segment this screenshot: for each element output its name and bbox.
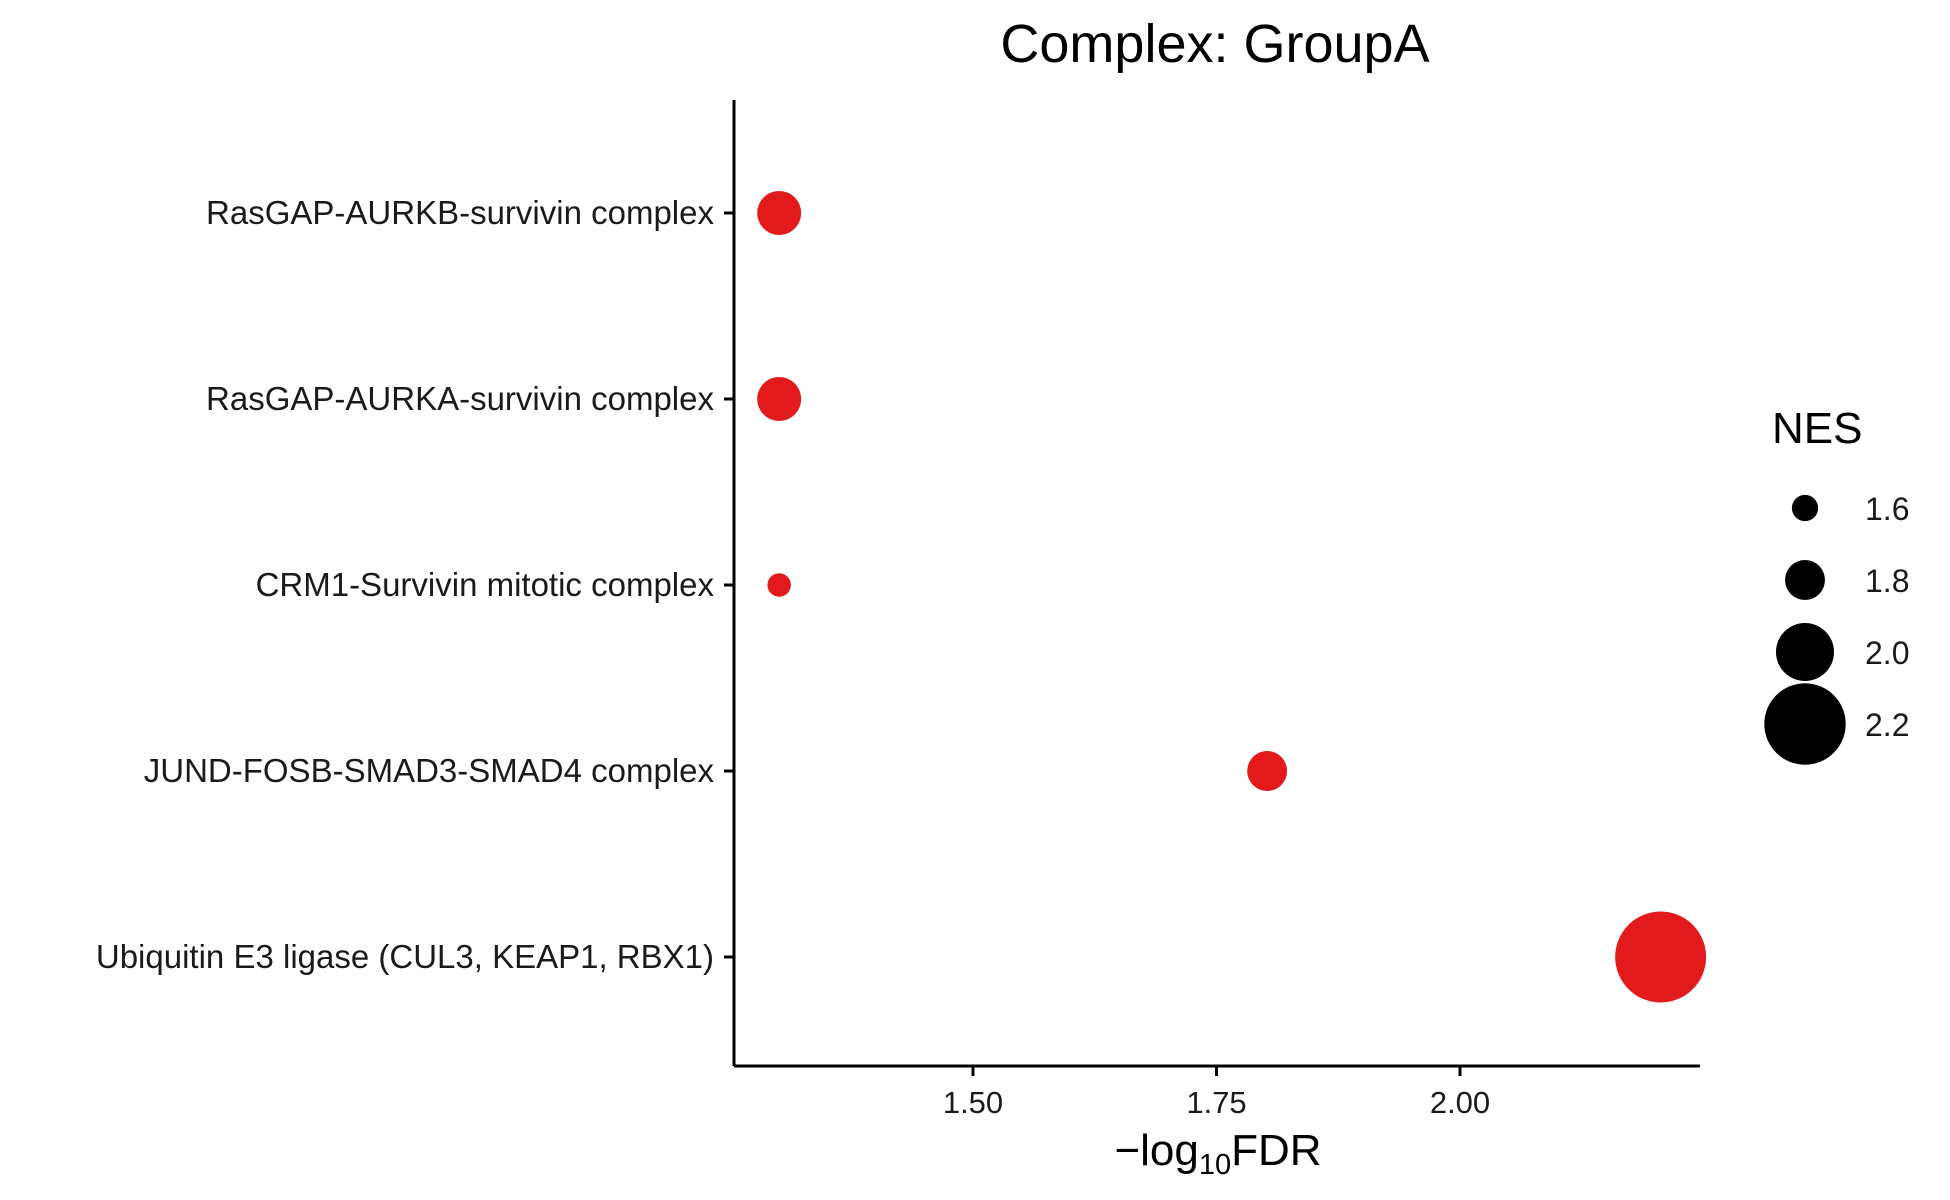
size-legend: NES 1.6 1.8 2.0 2.2 [1764, 404, 1909, 765]
chart-title: Complex: GroupA [1000, 14, 1429, 74]
legend-size-marker [1775, 622, 1835, 682]
plot-area: RasGAP-AURKB-survivin complex RasGAP-AURK… [96, 100, 1707, 1120]
legend-title: NES [1772, 404, 1862, 453]
y-tick-label: CRM1-Survivin mitotic complex [256, 566, 715, 603]
legend-label: 1.6 [1865, 491, 1909, 527]
legend-label: 1.8 [1865, 563, 1909, 599]
y-axis-ticks: RasGAP-AURKB-survivin complex RasGAP-AURK… [96, 194, 734, 975]
legend-label: 2.0 [1865, 635, 1909, 671]
data-point [1615, 911, 1707, 1003]
x-axis-title-prefix: −log [1114, 1126, 1198, 1175]
legend-size-marker [1764, 683, 1846, 765]
legend-size-marker [1791, 494, 1819, 522]
data-point [757, 377, 802, 421]
data-point [1247, 751, 1288, 791]
data-points [757, 191, 1707, 1003]
data-point [767, 573, 791, 597]
y-tick-label: Ubiquitin E3 ligase (CUL3, KEAP1, RBX1) [96, 938, 714, 975]
y-tick-label: JUND-FOSB-SMAD3-SMAD4 complex [144, 752, 715, 789]
x-axis-ticks: 1.50 1.75 2.00 [943, 1066, 1490, 1120]
y-tick-label: RasGAP-AURKB-survivin complex [206, 194, 714, 231]
x-axis-title-suffix: FDR [1231, 1126, 1321, 1175]
x-tick-label: 1.50 [943, 1085, 1003, 1120]
legend-items: 1.6 1.8 2.0 2.2 [1764, 491, 1909, 765]
x-tick-label: 2.00 [1430, 1085, 1490, 1120]
x-tick-label: 1.75 [1186, 1085, 1246, 1120]
legend-label: 2.2 [1865, 707, 1909, 743]
legend-size-marker [1785, 560, 1825, 600]
x-axis-title: −log10FDR [1114, 1126, 1321, 1181]
y-tick-label: RasGAP-AURKA-survivin complex [206, 380, 714, 417]
data-point [757, 191, 802, 235]
x-axis-title-subscript: 10 [1199, 1149, 1231, 1181]
